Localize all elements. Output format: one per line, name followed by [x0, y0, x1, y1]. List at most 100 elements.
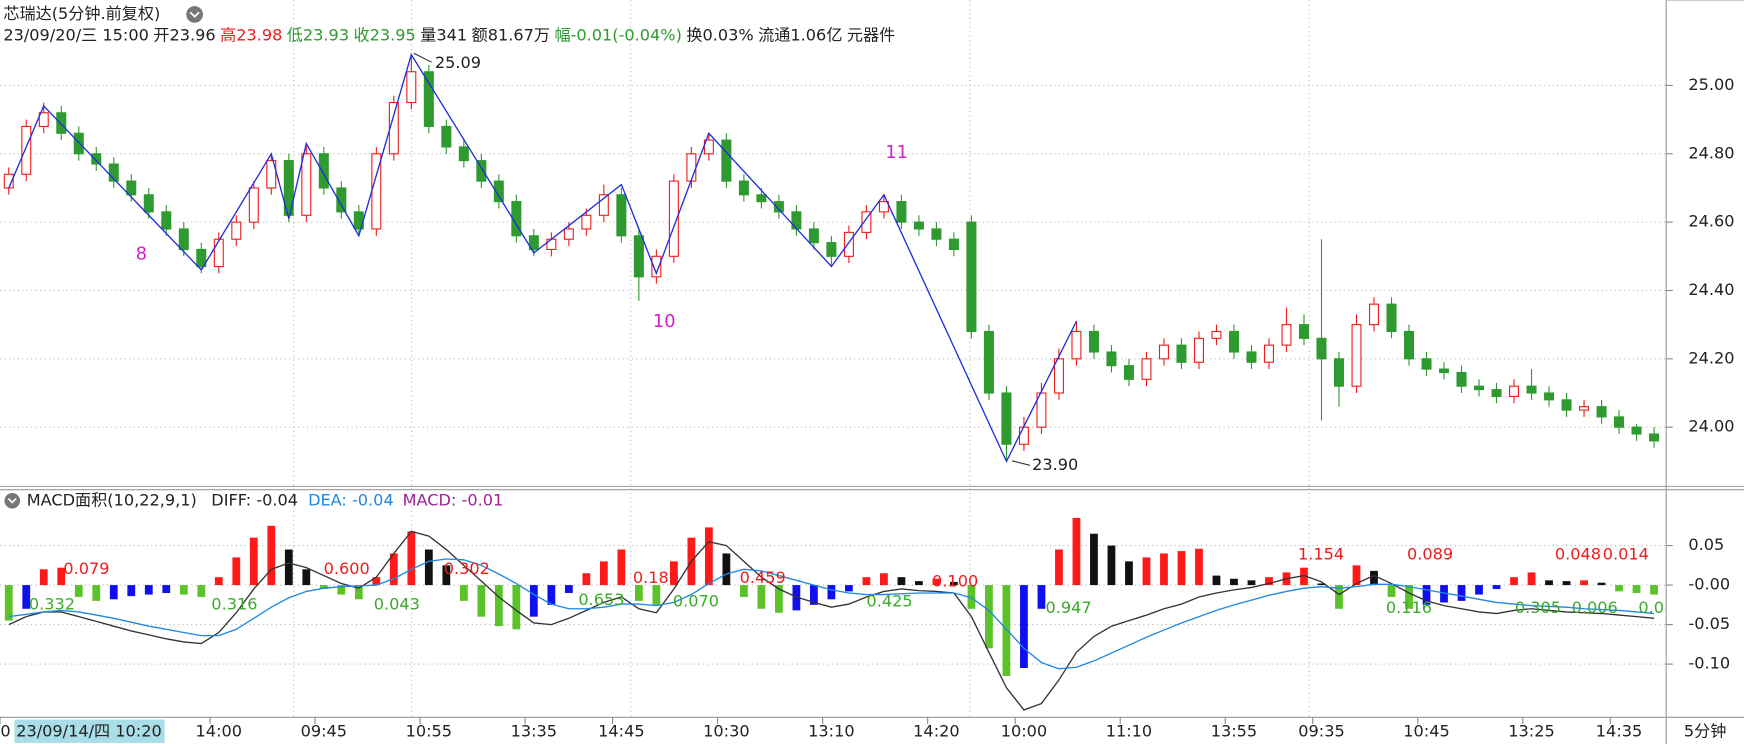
period-label[interactable]: 5分钟 — [1684, 721, 1727, 740]
macd-bar — [792, 585, 801, 611]
zigzag-line — [8, 53, 1078, 463]
macd-bar — [564, 585, 573, 593]
macd-bar — [144, 585, 153, 595]
candle-body — [1368, 303, 1380, 326]
macd-bar — [1090, 533, 1098, 586]
area-label: 0.089 — [1407, 545, 1453, 564]
x-tick-label: 10:55 — [406, 721, 452, 740]
macd-bar — [1615, 585, 1623, 592]
indicator-title: MACD面积(10,22,9,1) — [27, 490, 197, 509]
y-tick-label: 24.80 — [1688, 143, 1734, 162]
macd-bar — [1160, 553, 1168, 586]
macd-bar — [547, 585, 556, 605]
macd-bar — [722, 553, 731, 586]
macd-bar — [459, 585, 468, 601]
macd-bar — [1510, 577, 1518, 586]
area-label: 0.070 — [673, 591, 719, 610]
area-label: 0.043 — [374, 595, 420, 614]
candle-body — [1474, 385, 1485, 391]
x-tick-label: 13:25 — [1508, 721, 1554, 740]
macd-bar — [582, 573, 591, 586]
area-label: 0.332 — [29, 595, 75, 614]
candle-body — [913, 221, 924, 230]
candle-body — [581, 214, 592, 230]
menu-icon[interactable] — [186, 6, 203, 23]
menu-chevron — [189, 11, 200, 18]
candle-body — [493, 180, 504, 203]
legend-entry: DEA: -0.04 — [308, 490, 394, 509]
macd-bar — [302, 569, 311, 586]
high-annotation: 25.09 — [435, 53, 481, 72]
macd-bar — [669, 561, 678, 586]
candle-body — [528, 235, 539, 251]
macd-bar — [967, 585, 976, 609]
macd-bar — [57, 567, 66, 586]
candle-body — [283, 160, 294, 216]
macd-bar — [757, 585, 766, 609]
wave-label: 11 — [885, 142, 908, 163]
quote-sector: 元器件 — [847, 25, 895, 44]
macd-bar — [1597, 582, 1606, 586]
macd-bar — [494, 585, 503, 627]
macd-bar — [1317, 583, 1326, 586]
quote-info: 23/09/20/三 15:00 开23.96 高23.98 低23.93 收23.95… — [3, 25, 895, 44]
area-label: 0.04 — [1638, 598, 1674, 617]
macd-bar — [1650, 585, 1658, 595]
x-tick-label: 14:45 — [598, 721, 644, 740]
macd-bar — [827, 585, 836, 600]
candle-body — [1596, 406, 1607, 418]
macd-bar — [1580, 580, 1588, 586]
x-axis: 0 14:00 09:45 10:55 13:35 14:45 10:30 13:10 14:2… — [0, 717, 1642, 740]
macd-bar — [512, 585, 521, 630]
candle-body — [791, 211, 802, 230]
area-label: 0.305 — [1515, 598, 1561, 617]
candle-body — [1158, 344, 1169, 360]
candle-body — [1281, 324, 1292, 346]
x-tick-label: 13:35 — [511, 721, 557, 740]
macd-bar — [950, 581, 958, 586]
candle-body — [843, 231, 854, 257]
macd-bar — [1265, 577, 1273, 586]
candle-body — [1071, 330, 1082, 360]
area-label: 0.006 — [1572, 598, 1618, 617]
y-tick-label: -0.10 — [1688, 654, 1730, 673]
candle-body — [1246, 351, 1257, 363]
candle-body — [931, 228, 942, 240]
candle-body — [756, 194, 767, 203]
macd-bar — [162, 585, 171, 593]
diff-line — [8, 530, 1655, 711]
macd-bar — [407, 531, 416, 586]
candle-body — [73, 132, 84, 155]
candle-body — [1141, 358, 1152, 380]
y-tick-label: -0.00 — [1688, 575, 1730, 594]
macd-bar — [179, 585, 188, 595]
candle-body — [1001, 392, 1012, 445]
quote-time: 23/09/20/三 15:00 — [3, 25, 149, 44]
plot-layer: 25.00 24.80 24.60 24.40 24.20 24.00 0.05 -0.00 -… — [0, 53, 1735, 711]
macd-bar — [424, 549, 433, 586]
quote-close: 收23.95 — [354, 25, 416, 44]
candle-body — [633, 235, 644, 278]
quote-change: 幅-0.01(-0.04%) — [554, 25, 681, 44]
macd-bar — [92, 585, 101, 601]
macd-bar — [214, 577, 223, 586]
menu-icon[interactable] — [4, 493, 21, 509]
candle-body — [686, 153, 697, 182]
candle-body — [966, 221, 977, 333]
candle-body — [721, 139, 732, 182]
x-tick-label: 13:10 — [808, 721, 854, 740]
macd-bar — [880, 573, 888, 586]
candle-body — [1404, 330, 1415, 360]
macd-bar — [1440, 585, 1448, 603]
candle-body — [248, 187, 259, 223]
candle-body — [1526, 385, 1537, 394]
macd-bar — [617, 549, 626, 586]
area-label: 0.600 — [324, 559, 370, 578]
candle-body — [598, 194, 609, 216]
candle-body — [441, 125, 452, 148]
y-tick-label: 25.00 — [1688, 75, 1734, 94]
macd-bar — [354, 585, 363, 600]
area-label: 0.459 — [740, 568, 786, 587]
macd-bar — [1230, 578, 1238, 586]
